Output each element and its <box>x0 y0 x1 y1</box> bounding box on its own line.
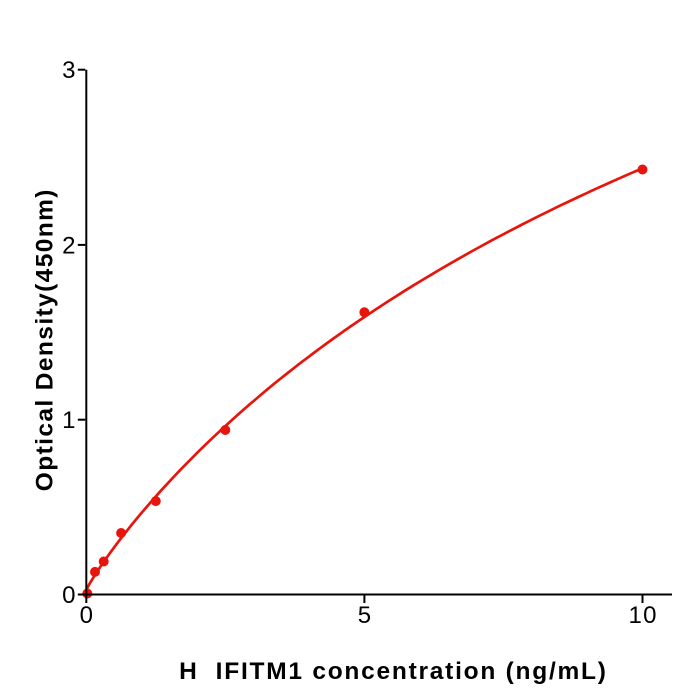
svg-text:Optical Density(450nm): Optical Density(450nm) <box>32 188 59 491</box>
svg-text:0: 0 <box>80 602 93 629</box>
svg-text:3: 3 <box>62 57 75 84</box>
svg-text:H IFITM1 concentration (ng/mL: H IFITM1 concentration (ng/mL) <box>179 658 608 685</box>
svg-text:0: 0 <box>62 582 75 609</box>
svg-text:10: 10 <box>628 602 658 629</box>
svg-text:5: 5 <box>358 602 371 629</box>
svg-text:2: 2 <box>62 232 75 259</box>
svg-text:1: 1 <box>62 407 75 434</box>
